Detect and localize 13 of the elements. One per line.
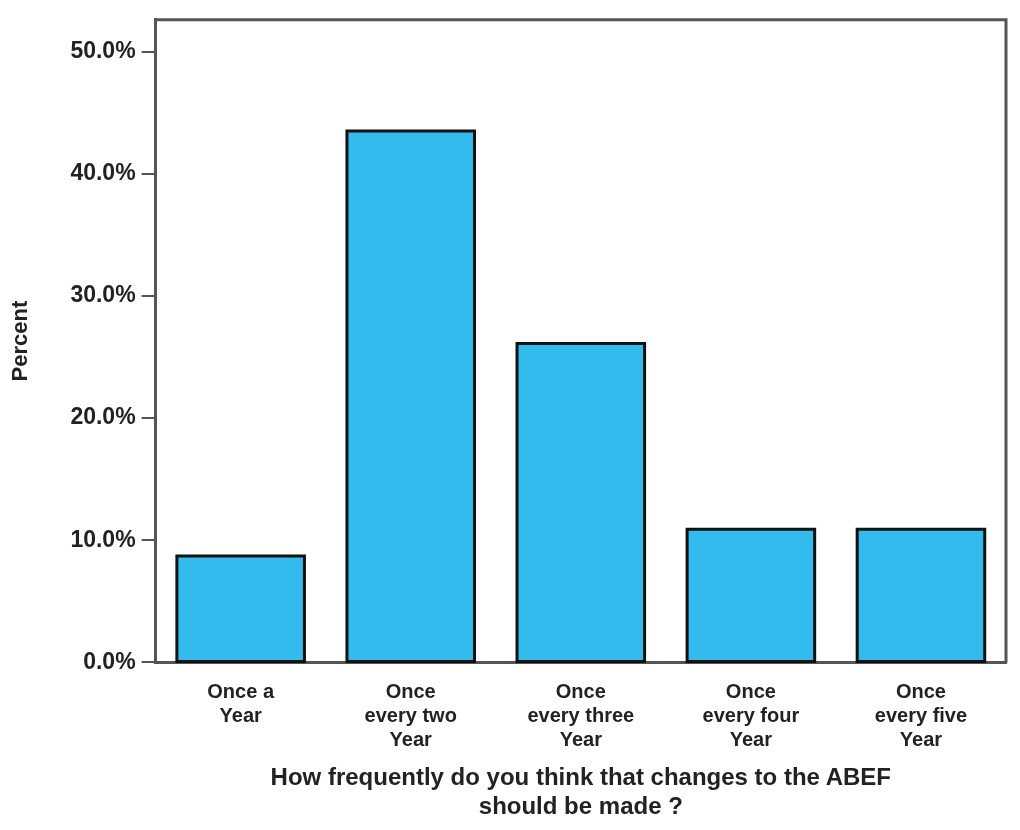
x-tick-label: Once every four Year bbox=[702, 679, 800, 750]
y-tick-label: 50.0% bbox=[70, 36, 136, 63]
y-tick-label: 40.0% bbox=[70, 159, 136, 186]
y-tick-label: 0.0% bbox=[83, 647, 136, 674]
x-tick-label: Once every two Year bbox=[364, 679, 457, 750]
x-tick-label: Once a Year bbox=[207, 679, 275, 726]
x-axis-title: How frequently do you think that changes to the ABEF should be made ? bbox=[270, 763, 892, 820]
y-tick-label: 10.0% bbox=[70, 525, 136, 552]
y-axis-title: Percent bbox=[7, 300, 33, 382]
x-tick-label: Once every three Year bbox=[527, 679, 635, 750]
x-tick-label: Once every five Year bbox=[874, 679, 968, 750]
y-tick-label: 20.0% bbox=[70, 403, 136, 430]
y-tick-label: 30.0% bbox=[70, 281, 136, 308]
